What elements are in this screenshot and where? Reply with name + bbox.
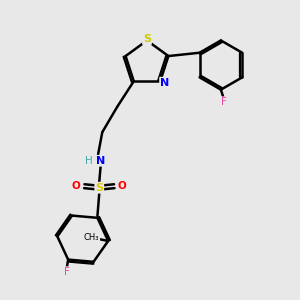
Text: N: N xyxy=(160,78,170,88)
Text: S: S xyxy=(143,34,151,44)
Text: H: H xyxy=(85,156,93,166)
Text: S: S xyxy=(95,183,103,193)
Text: N: N xyxy=(96,156,105,166)
Text: F: F xyxy=(221,97,227,107)
Text: O: O xyxy=(72,181,80,191)
Text: CH₃: CH₃ xyxy=(84,233,99,242)
Text: F: F xyxy=(64,267,70,277)
Text: O: O xyxy=(118,181,127,191)
